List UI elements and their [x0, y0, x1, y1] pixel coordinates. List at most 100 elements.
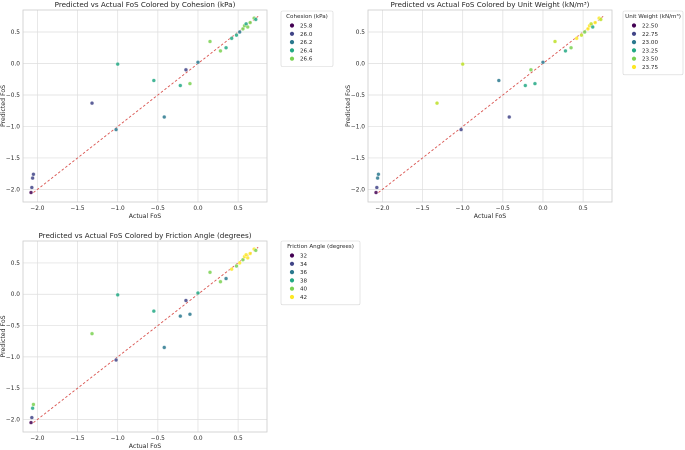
y-tick-label: 0.5 [11, 30, 21, 36]
data-point [373, 190, 379, 195]
data-point [376, 172, 381, 177]
data-point [151, 78, 156, 83]
legend-label: 23.50 [642, 57, 658, 63]
legend-marker [289, 261, 295, 266]
data-point [579, 33, 584, 38]
data-point [568, 45, 574, 50]
x-tick-label: −2.0 [30, 436, 44, 442]
x-tick-label: −1.5 [71, 206, 85, 212]
legend-marker [631, 40, 637, 45]
y-tick-label: 0.0 [11, 292, 21, 298]
data-point [563, 48, 568, 53]
y-tick-label: −1.5 [6, 156, 20, 162]
data-point [237, 29, 242, 35]
data-point [223, 45, 229, 50]
y-tick-label: −1.0 [6, 355, 20, 361]
data-point [31, 172, 36, 177]
x-tick-label: −0.5 [151, 206, 165, 212]
x-tick-label: −1.0 [111, 436, 125, 442]
legend-marker [289, 270, 295, 275]
y-tick-label: −1.5 [6, 386, 20, 392]
x-tick-label: −2.0 [30, 206, 44, 212]
data-point [229, 36, 234, 41]
y-tick-label: 0.5 [11, 261, 21, 267]
legend-marker [631, 48, 637, 53]
chart-title: Predicted vs Actual FoS Colored by Cohes… [55, 0, 236, 9]
data-point [245, 255, 250, 260]
x-tick-label: −0.5 [151, 436, 165, 442]
data-point [523, 83, 528, 88]
legend-label: 23.25 [642, 48, 658, 54]
data-point [507, 114, 512, 120]
x-tick-label: −1.5 [71, 436, 85, 442]
y-tick-label: −0.5 [6, 324, 20, 330]
plot-frame [22, 240, 268, 433]
data-point [540, 60, 546, 65]
legend-title: Cohesion (kPa) [286, 14, 328, 20]
data-point [218, 279, 223, 284]
x-tick-label: 0.0 [193, 206, 203, 212]
legend-marker [289, 40, 295, 45]
legend-label: 22.75 [642, 32, 658, 38]
data-point [234, 33, 239, 38]
y-tick-label: −2.0 [351, 187, 365, 193]
legend-title: Unit Weight (kN/m³) [625, 13, 681, 20]
data-point [162, 345, 167, 350]
x-tick-label: −1.0 [456, 206, 470, 212]
plot-area [23, 10, 267, 202]
legend-marker [289, 286, 295, 291]
data-point [89, 101, 95, 106]
legend-marker [631, 56, 637, 61]
chart-title: Predicted vs Actual FoS Colored by Frict… [38, 231, 251, 240]
x-tick-label: 0.5 [233, 436, 243, 442]
data-point [114, 357, 119, 363]
y-axis-label: Predicted FoS [0, 315, 7, 357]
data-point [207, 270, 213, 275]
legend-label: 22.50 [642, 24, 658, 30]
legend-label: 36 [300, 270, 308, 276]
data-point [162, 114, 167, 120]
y-tick-label: 0.5 [356, 30, 366, 36]
data-point [187, 81, 193, 86]
data-point [253, 248, 258, 253]
x-tick-label: −0.5 [496, 206, 510, 212]
legend: Cohesion (kPa) 25.8 26.0 26.2 26.4 26.6 [280, 10, 334, 67]
legend-marker [289, 278, 295, 283]
legend-title: Friction Angle (degrees) [287, 244, 354, 250]
legend-label: 26.0 [300, 32, 313, 38]
plot-area [368, 10, 612, 202]
data-point [151, 309, 156, 314]
legend-marker [289, 56, 295, 61]
y-tick-label: −1.5 [351, 156, 365, 162]
data-point [89, 331, 95, 336]
data-point [178, 83, 183, 88]
legend-label: 34 [300, 262, 308, 268]
chart-panel-3: −2.0 −1.5 −1.0 −0.5 0.0 0.5 −2.0 −1.5 −1.0 −0.5 0.… [0, 231, 361, 450]
data-point [496, 78, 501, 83]
legend-label: 26.2 [300, 40, 312, 46]
x-tick-label: 0.5 [578, 206, 588, 212]
data-point [223, 276, 229, 281]
y-tick-label: −1.0 [351, 124, 365, 130]
data-point [253, 17, 258, 22]
legend-box [280, 240, 361, 306]
x-tick-label: 0.0 [538, 206, 548, 212]
data-point [532, 81, 538, 86]
y-tick-label: −1.0 [6, 124, 20, 130]
legend-label: 32 [300, 254, 307, 260]
legend-marker [289, 294, 295, 300]
legend: Friction Angle (degrees) 32 34 36 38 40 42 [280, 240, 361, 306]
y-tick-label: −0.5 [6, 93, 20, 99]
data-point [28, 190, 34, 195]
legend-marker [289, 253, 295, 258]
y-tick-label: −2.0 [6, 187, 20, 193]
legend-marker [289, 23, 295, 28]
y-tick-label: −0.5 [351, 93, 365, 99]
legend-label: 25.8 [300, 24, 313, 30]
legend-label: 40 [300, 287, 308, 293]
data-point [195, 60, 201, 65]
plot-frame [22, 9, 268, 203]
data-point [178, 314, 183, 319]
data-point [29, 415, 34, 420]
